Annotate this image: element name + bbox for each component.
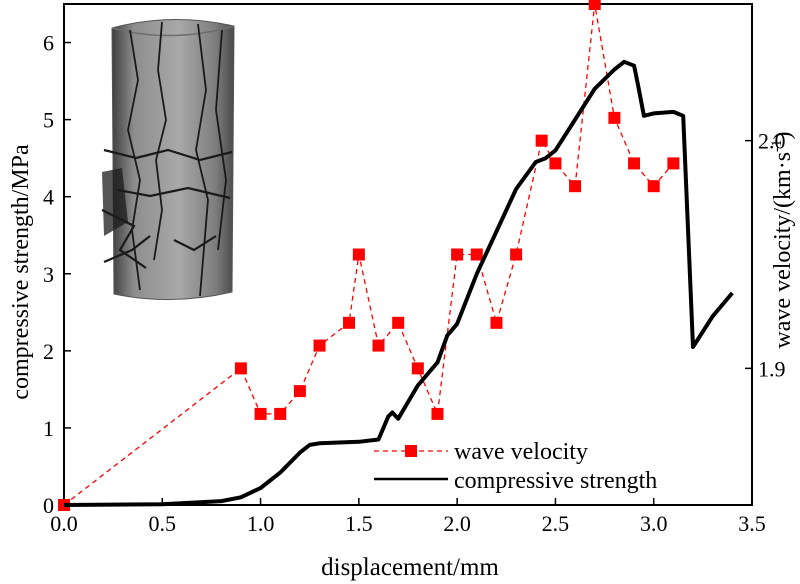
x-tick-label: 2.5 [542,511,570,536]
series-compressive-strength-line [63,59,734,507]
plot-frame [63,3,753,506]
legend-wave-velocity-label: wave velocity [454,439,588,465]
x-tick-label: 0.5 [149,511,177,536]
series-wave-velocity-point [535,134,548,147]
series-wave-velocity-point [343,316,356,329]
series-wave-velocity-point [608,111,621,124]
series-wave-velocity-point [293,385,306,398]
specimen-crack [103,148,233,162]
specimen-crack [127,29,141,291]
x-tick-label: 3.0 [640,511,668,536]
series-wave-velocity-point [372,339,385,352]
specimen-photo [101,19,235,301]
series-wave-velocity-point [647,180,660,193]
y2-axis-label-sup: -1 [769,139,785,152]
legend-compressive-strength-label: compressive strength [454,468,657,494]
series-wave-velocity-point [451,248,464,261]
x-tick-label: 2.0 [443,511,471,536]
y-tick-label: 5 [43,108,54,133]
specimen-crack [153,21,167,261]
legend-wave-velocity-marker [405,445,417,457]
series-wave-velocity-point [234,362,247,375]
series-wave-velocity-point [490,316,503,329]
specimen-top-edge [111,25,235,37]
series-wave-velocity-point [588,0,601,10]
series-wave-velocity-point [667,157,680,170]
series-layer [58,0,734,511]
y-tick-label: 1 [43,416,54,441]
plot-border [63,3,753,506]
series-wave-velocity-point [628,157,641,170]
y-tick-label: 4 [43,185,54,210]
series-wave-velocity-point [392,316,405,329]
series-wave-velocity-point [313,339,326,352]
y2-tick-label: 1.9 [758,356,786,381]
series-wave-velocity-point [411,362,424,375]
specimen-crack [195,23,209,297]
specimen-body [111,19,235,301]
y2-axis-label: wave velocity/(km·s-1) [769,131,796,348]
legend: wave velocity compressive strength [374,439,657,494]
x-tick-label: 3.5 [738,511,766,536]
series-wave-velocity-point [510,248,523,261]
y-axis-right: 1.9 2.0 [745,129,786,381]
y-tick-label: 2 [43,339,54,364]
specimen-spall [102,168,128,236]
y-tick-label: 6 [43,31,54,56]
specimen-crack [173,235,217,252]
y2-tick-label: 2.0 [758,129,786,154]
series-wave-velocity-point [254,407,267,420]
series-wave-velocity-point [569,180,582,193]
specimen-crack [215,29,227,251]
y-tick-label: 3 [43,262,54,287]
series-wave-velocity-point [274,407,287,420]
x-axis: 0.0 0.5 1.0 1.5 2.0 2.5 3.0 3.5 [50,498,766,536]
x-axis-label: displacement/mm [321,554,499,581]
y-axis-left: 0 1 2 3 4 5 6 [43,31,71,518]
x-tick-label: 0.0 [50,511,78,536]
y-tick-label: 0 [43,493,54,518]
x-tick-label: 1.5 [345,511,373,536]
specimen-crack [103,235,151,264]
series-wave-velocity-point [470,248,483,261]
y2-axis-label-main: wave velocity/(km·s [770,152,796,349]
series-wave-velocity-point [431,407,444,420]
x-tick-label: 1.0 [247,511,275,536]
series-wave-velocity-point [352,248,365,261]
y2-axis-label-end: ) [770,131,796,139]
series-wave-velocity-point [549,157,562,170]
y-axis-label: compressive strength/MPa [8,144,34,400]
specimen-crack [117,186,231,200]
